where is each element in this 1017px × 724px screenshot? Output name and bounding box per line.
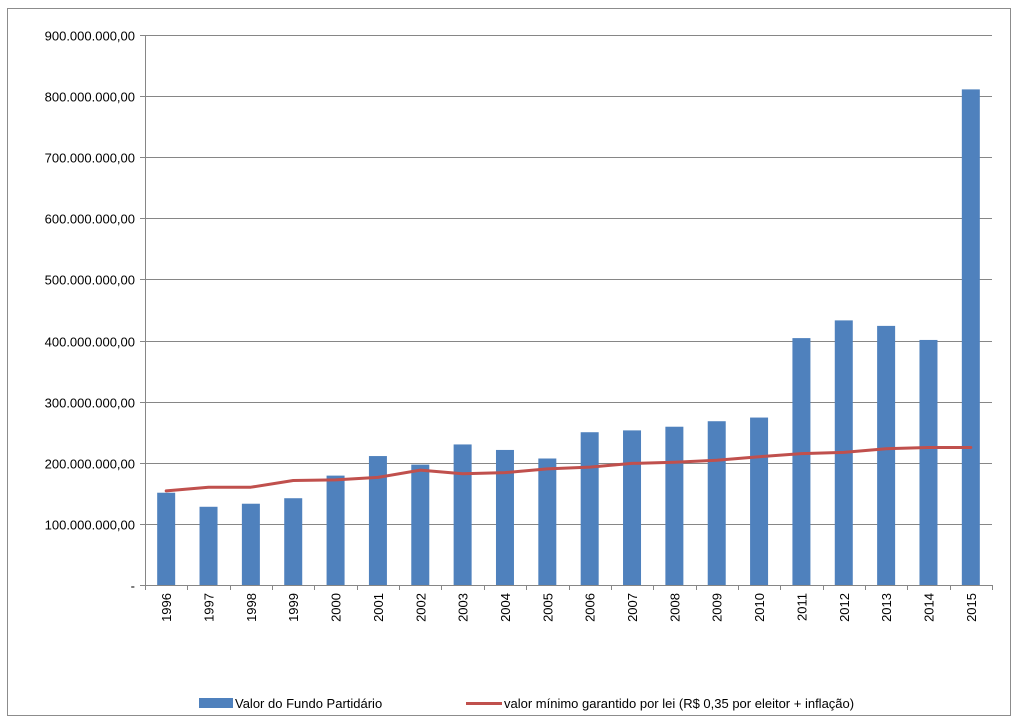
bar [368,456,387,585]
y-tick-label: 600.000.000,00 [45,212,135,227]
line-series [164,446,973,493]
x-tick-label: 2010 [752,593,767,622]
bar [157,492,176,585]
bar [580,432,599,585]
bar [707,421,726,585]
y-tick-label: 200.000.000,00 [45,457,135,472]
x-tick-label: 1999 [286,593,301,622]
legend-line-swatch [466,701,502,705]
bar [495,449,514,585]
bar [750,417,769,585]
x-tick-label: 2013 [879,593,894,622]
bar [919,339,938,585]
x-tick-label: 2000 [329,593,344,622]
y-tick-label: 800.000.000,00 [45,90,135,105]
bar [199,506,218,585]
bar [961,89,980,585]
bar [877,325,896,585]
x-tick-label: 2008 [667,593,682,622]
x-tick-label: 2014 [921,593,936,622]
legend-bar-label: Valor do Fundo Partidário [235,695,383,711]
y-axis-tick-labels: - 100.000.000,00 200.000.000,00 300.000.000… [45,29,135,594]
bar [453,444,472,585]
series-line [164,446,973,493]
bar [538,458,557,585]
y-tick-label: 700.000.000,00 [45,151,135,166]
y-tick-label: 400.000.000,00 [45,335,135,350]
x-tick-label: 2011 [794,593,809,621]
y-tick-label: 300.000.000,00 [45,396,135,411]
x-tick-label: 1997 [202,593,217,622]
x-tick-label: 2009 [710,593,725,622]
x-tick-label: 2006 [583,593,598,622]
x-tick-label: 1996 [159,593,174,622]
bar [326,475,345,585]
bar [665,426,684,585]
x-tick-label: 2001 [371,593,386,622]
legend-item-line: valor mínimo garantido por lei (R$ 0,35 … [466,694,854,712]
y-tick-label: 100.000.000,00 [45,518,135,533]
bar [623,430,642,585]
gridlines [140,35,992,586]
x-tick-label: 2003 [456,593,471,622]
y-tick-label: 500.000.000,00 [45,273,135,288]
x-tick-label: 2005 [540,593,555,622]
x-tick-label: 2015 [964,593,979,622]
y-tick-label: 900.000.000,00 [45,29,135,44]
bar [411,464,430,585]
x-tick-label: 1998 [244,593,259,622]
x-tick-label: 2004 [498,593,513,622]
x-tick-label: 2012 [837,593,852,622]
bar [284,498,303,585]
bar [792,338,811,585]
legend-item-bar: Valor do Fundo Partidário [199,694,382,712]
axes [145,35,993,590]
x-axis-tick-labels: 1996 1997 1998 1999 2000 2001 2002 2003 2004 2005… [159,593,979,622]
bar [241,503,260,585]
bar-series [157,89,980,585]
legend-bar-swatch [199,698,233,708]
legend-line-label: valor mínimo garantido por lei (R$ 0,35 … [504,695,855,711]
y-tick-label: - [131,579,135,594]
x-tick-label: 2002 [413,593,428,622]
x-tick-label: 2007 [625,593,640,622]
